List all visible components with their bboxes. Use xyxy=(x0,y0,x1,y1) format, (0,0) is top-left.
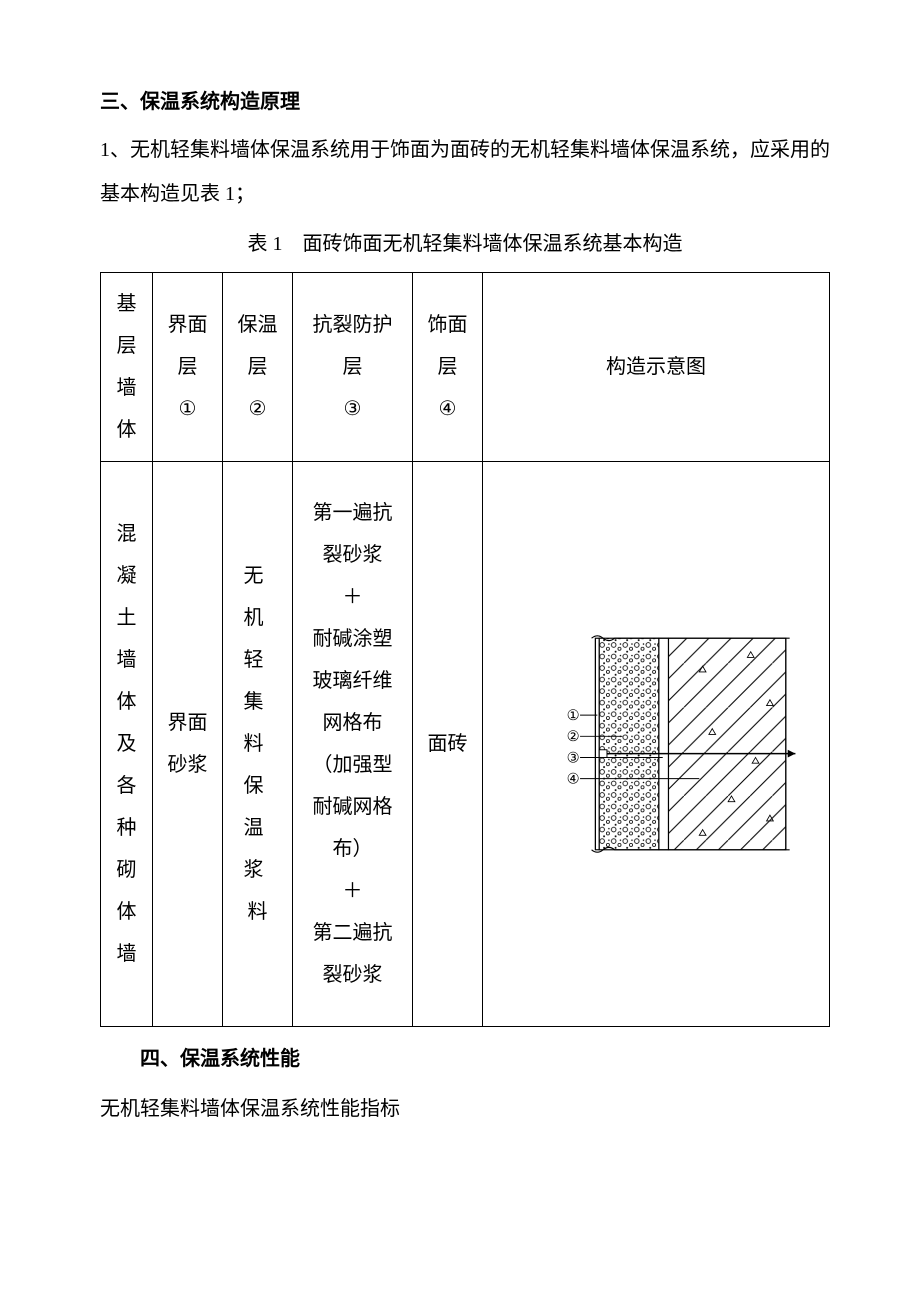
td-kl-l8: 耐碱网格 xyxy=(297,786,408,828)
td-kl-l12: 裂砂浆 xyxy=(297,954,408,996)
td-kl-l3: ＋ xyxy=(297,576,408,618)
td-kl-l9: 布） xyxy=(297,828,408,870)
td-kl-l4: 耐碱涂塑 xyxy=(297,618,408,660)
th-sm-l3: ④ xyxy=(417,388,478,430)
td-bw-l3: 料 保 xyxy=(227,723,288,807)
th-bw-l2: 层 xyxy=(227,346,288,388)
td-kl-l2: 裂砂浆 xyxy=(297,534,408,576)
th-jm-l3: ① xyxy=(157,388,218,430)
td-bw-l2: 轻 集 xyxy=(227,639,288,723)
td-jm-l1: 界面 xyxy=(157,702,218,744)
table-1: 基 层 墙 体 界面 层 ① 保温 层 ② 抗裂防护 层 ③ xyxy=(100,272,830,1027)
svg-text:②: ② xyxy=(567,729,580,745)
th-base-l2: 层 xyxy=(105,325,148,367)
svg-text:③: ③ xyxy=(567,750,580,766)
section-4-heading: 四、保温系统性能 xyxy=(140,1037,830,1081)
td-base-l3: 土 xyxy=(105,597,148,639)
th-sm-l1: 饰面 xyxy=(417,304,478,346)
th-crack-layer: 抗裂防护 层 ③ xyxy=(293,273,413,462)
td-base-l7: 各 xyxy=(105,765,148,807)
td-bw-l5: 料 xyxy=(227,891,288,933)
th-insulation-layer: 保温 层 ② xyxy=(223,273,293,462)
section-3-heading: 三、保温系统构造原理 xyxy=(100,80,830,124)
td-base-l2: 凝 xyxy=(105,555,148,597)
th-jm-l2: 层 xyxy=(157,346,218,388)
th-jm-l1: 界面 xyxy=(157,304,218,346)
td-kl-l6: 网格布 xyxy=(297,702,408,744)
th-base-l1: 基 xyxy=(105,283,148,325)
td-base-l5: 体 xyxy=(105,681,148,723)
th-bw-l3: ② xyxy=(227,388,288,430)
th-base-l4: 体 xyxy=(105,409,148,451)
td-bw-l1: 无 机 xyxy=(227,555,288,639)
th-diagram: 构造示意图 xyxy=(483,273,830,462)
td-interface-layer: 界面 砂浆 xyxy=(153,462,223,1027)
th-kl-l2: 层 xyxy=(297,346,408,388)
svg-text:①: ① xyxy=(567,708,580,724)
th-kl-l3: ③ xyxy=(297,388,408,430)
td-crack-layer: 第一遍抗 裂砂浆 ＋ 耐碱涂塑 玻璃纤维 网格布 （加强型 耐碱网格 布） ＋ … xyxy=(293,462,413,1027)
th-kl-l1: 抗裂防护 xyxy=(297,304,408,346)
td-kl-l5: 玻璃纤维 xyxy=(297,660,408,702)
td-jm-l2: 砂浆 xyxy=(157,744,218,786)
th-sm-l2: 层 xyxy=(417,346,478,388)
th-base-l3: 墙 xyxy=(105,367,148,409)
td-kl-l7: （加强型 xyxy=(297,744,408,786)
table-header-row: 基 层 墙 体 界面 层 ① 保温 层 ② 抗裂防护 层 ③ xyxy=(101,273,830,462)
td-diagram: ① ② ③ ④ xyxy=(483,462,830,1027)
th-interface-layer: 界面 层 ① xyxy=(153,273,223,462)
td-base-wall: 混 凝 土 墙 体 及 各 种 砌 体 墙 xyxy=(101,462,153,1027)
td-facing-layer: 面砖 xyxy=(413,462,483,1027)
td-kl-l1: 第一遍抗 xyxy=(297,492,408,534)
th-base-wall: 基 层 墙 体 xyxy=(101,273,153,462)
construction-diagram-icon: ① ② ③ ④ xyxy=(506,619,806,869)
td-kl-l11: 第二遍抗 xyxy=(297,912,408,954)
td-base-l9: 砌 xyxy=(105,849,148,891)
td-base-l10: 体 xyxy=(105,891,148,933)
td-base-l4: 墙 xyxy=(105,639,148,681)
td-base-l8: 种 xyxy=(105,807,148,849)
td-base-l1: 混 xyxy=(105,513,148,555)
td-base-l11: 墙 xyxy=(105,933,148,975)
td-insulation-layer: 无 机 轻 集 料 保 温 浆 料 xyxy=(223,462,293,1027)
svg-text:④: ④ xyxy=(567,771,580,787)
section-3-para-1: 1、无机轻集料墙体保温系统用于饰面为面砖的无机轻集料墙体保温系统，应采用的基本构… xyxy=(100,128,830,216)
th-bw-l1: 保温 xyxy=(227,304,288,346)
td-kl-l10: ＋ xyxy=(297,870,408,912)
table-row: 混 凝 土 墙 体 及 各 种 砌 体 墙 界面 砂浆 无 机 轻 集 xyxy=(101,462,830,1027)
th-facing-layer: 饰面 层 ④ xyxy=(413,273,483,462)
table-1-caption: 表 1 面砖饰面无机轻集料墙体保温系统基本构造 xyxy=(100,222,830,266)
td-bw-l4: 温 浆 xyxy=(227,807,288,891)
td-base-l6: 及 xyxy=(105,723,148,765)
section-4-para-1: 无机轻集料墙体保温系统性能指标 xyxy=(100,1087,830,1131)
